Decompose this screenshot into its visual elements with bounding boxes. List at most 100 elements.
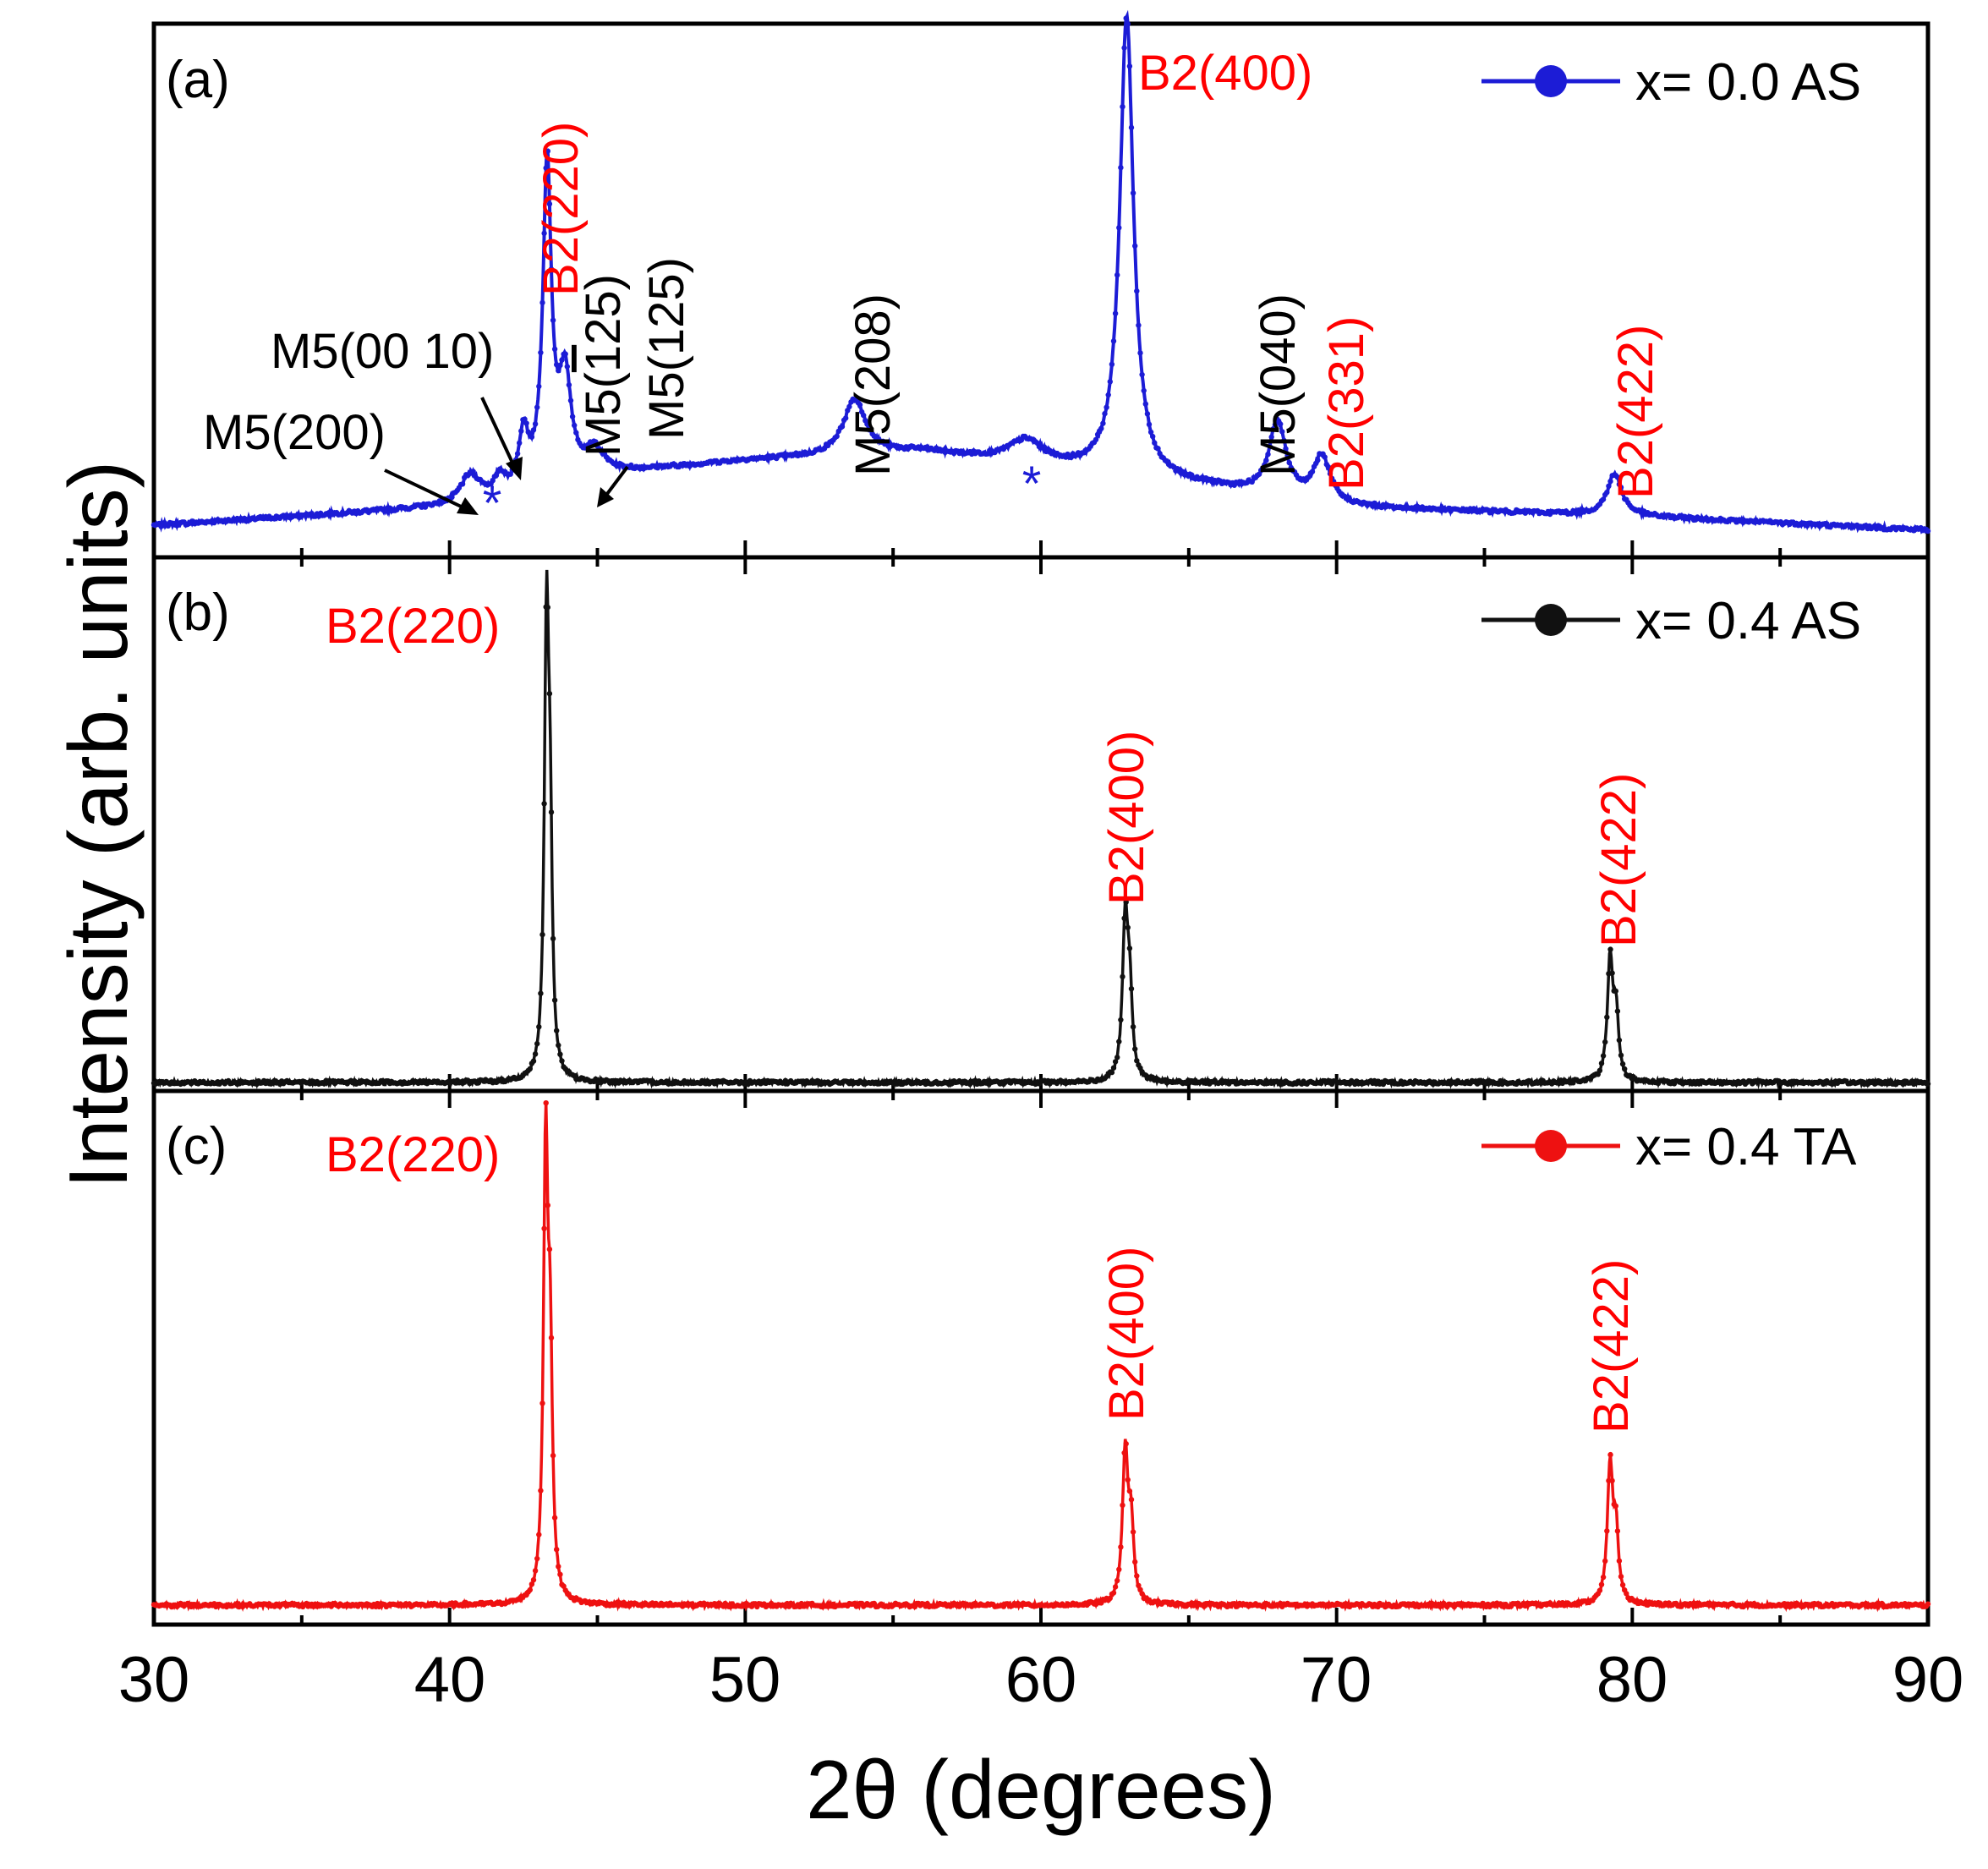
data-point: [554, 1028, 560, 1033]
data-point: [518, 428, 524, 434]
data-point: [1128, 1497, 1135, 1503]
panel-a: (a) x= 0.0 AS B2(220) B2(400) M5(125) M5…: [151, 9, 1931, 534]
data-point: [1105, 392, 1111, 398]
data-point: [534, 1555, 540, 1562]
data-point: [1136, 1582, 1142, 1589]
data-point: [1120, 973, 1125, 980]
data-point: [1139, 371, 1145, 378]
data-point: [1315, 458, 1321, 463]
data-point: [1141, 387, 1147, 394]
data-point: [1116, 1039, 1122, 1044]
data-point: [1139, 1591, 1145, 1597]
data-point: [1613, 988, 1619, 995]
legend-c: x= 0.4 TA: [1481, 1118, 1857, 1176]
data-point: [556, 1564, 561, 1570]
data-point: [545, 148, 550, 154]
data-point: [569, 414, 576, 419]
data-point: [1607, 478, 1613, 485]
data-point: [545, 1203, 550, 1209]
peak-label-B2-400-b: B2(400): [1099, 731, 1154, 905]
data-point: [1598, 1061, 1605, 1066]
x-tick-label-70: 70: [1301, 1644, 1372, 1716]
data-point: [839, 424, 846, 430]
data-point: [548, 266, 555, 272]
data-point: [556, 368, 561, 374]
data-point: [1136, 322, 1142, 328]
data-point: [1134, 1058, 1140, 1064]
data-point: [1602, 1558, 1608, 1565]
data-point: [1137, 1587, 1143, 1592]
data-point: [541, 801, 547, 807]
data-point: [1267, 443, 1273, 449]
data-point: [507, 471, 513, 477]
data-point: [527, 1066, 533, 1072]
data-point: [546, 201, 553, 207]
data-point: [1596, 1067, 1603, 1074]
data-point: [1118, 1544, 1124, 1550]
data-point: [1130, 1024, 1136, 1030]
data-point: [1123, 15, 1129, 21]
data-point: [1281, 437, 1287, 443]
data-point: [517, 440, 523, 446]
data-point: [1600, 1053, 1607, 1059]
x-axis-ticks: [152, 540, 1930, 1625]
data-point: [1322, 454, 1328, 460]
peak-label-M5-00-10: M5(00 10): [271, 324, 494, 379]
data-point: [1619, 1061, 1626, 1067]
data-point: [449, 494, 455, 501]
data-point: [1249, 479, 1255, 485]
data-point: [1262, 462, 1268, 468]
data-point: [1102, 410, 1108, 417]
peak-label-B2-220-b: B2(220): [326, 599, 500, 654]
data-point: [1130, 1529, 1136, 1535]
data-point: [846, 403, 852, 410]
data-point: [1093, 436, 1099, 443]
data-point: [861, 412, 867, 419]
data-point: [1618, 1052, 1624, 1059]
legend-marker-c: [1535, 1130, 1567, 1162]
data-point: [567, 397, 574, 403]
data-point: [550, 935, 556, 942]
data-point: [1279, 429, 1285, 435]
data-point: [1309, 469, 1316, 474]
data-point: [557, 362, 563, 369]
data-point: [1112, 1584, 1119, 1590]
asterisk-marker-1: *: [483, 476, 502, 531]
data-point: [1607, 1451, 1613, 1458]
data-point: [1283, 446, 1289, 452]
data-point: [1132, 1559, 1138, 1565]
data-point: [857, 402, 863, 408]
peak-label-B2-220-a: B2(220): [534, 122, 589, 296]
data-point: [550, 1452, 556, 1459]
data-point: [556, 1042, 561, 1049]
data-point: [551, 1515, 558, 1521]
data-point: [1609, 970, 1615, 976]
data-point: [1147, 429, 1154, 436]
peak-label-B2-400-c: B2(400): [1099, 1247, 1154, 1421]
data-point: [1600, 1574, 1607, 1581]
data-point: [593, 439, 599, 445]
data-point: [1120, 104, 1125, 110]
data-point: [1286, 459, 1292, 466]
data-point: [1602, 1039, 1608, 1045]
asterisk-marker-2: *: [1022, 457, 1042, 512]
data-point: [1126, 63, 1133, 69]
data-point: [1616, 1037, 1623, 1044]
x-axis-tick-labels: 30 40 50 60 70 80 90: [118, 1644, 1964, 1716]
data-point: [1134, 288, 1140, 294]
data-point: [1132, 243, 1138, 249]
data-point: [534, 1040, 540, 1047]
panel-c: (c) x= 0.4 TA B2(220) B2(400) B2(422): [151, 1100, 1931, 1613]
data-point: [1596, 1587, 1603, 1593]
panel-label-a: (a): [166, 51, 230, 109]
data-point: [1098, 425, 1104, 431]
data-point: [536, 383, 542, 390]
data-point: [1126, 945, 1133, 951]
data-point: [1116, 1566, 1122, 1573]
data-point: [821, 446, 828, 452]
data-point: [1109, 1069, 1115, 1076]
data-point: [530, 1576, 537, 1583]
data-point: [1327, 470, 1334, 477]
data-point: [1624, 1591, 1629, 1597]
data-point: [561, 1583, 567, 1589]
